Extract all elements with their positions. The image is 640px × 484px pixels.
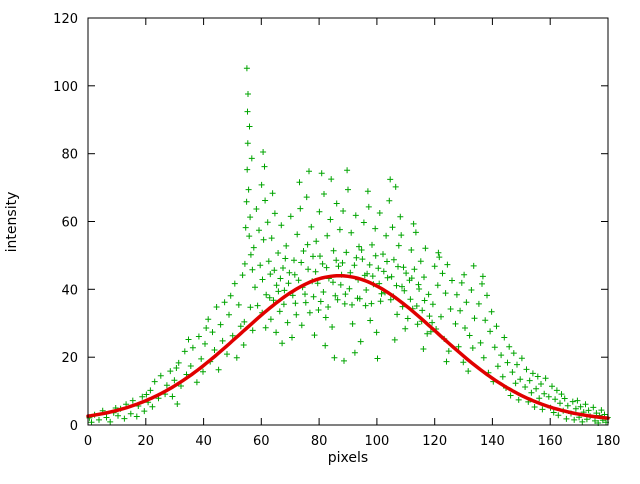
y-tick-label: 100 [53,80,78,95]
x-tick-label: 180 [596,434,621,449]
x-tick-label: 140 [480,434,505,449]
x-tick-label: 120 [422,434,447,449]
x-tick-label: 0 [84,434,92,449]
y-tick-label: 60 [61,216,78,231]
y-axis-title: intensity [4,192,20,253]
y-tick-label: 120 [53,12,78,27]
fit-curve [86,274,610,420]
x-tick-label: 80 [311,434,328,449]
x-tick-label: 160 [538,434,563,449]
y-tick-label: 0 [70,419,78,434]
x-tick-label: 20 [138,434,155,449]
y-tick-label: 80 [61,148,78,163]
x-tick-label: 40 [195,434,212,449]
x-axis-title: pixels [328,450,368,466]
scatter-points [86,65,611,426]
plot-border [87,17,609,426]
x-tick-label: 60 [253,434,270,449]
y-tick-label: 20 [61,351,78,366]
y-tick-label: 40 [61,283,78,298]
x-tick-label: 100 [364,434,389,449]
